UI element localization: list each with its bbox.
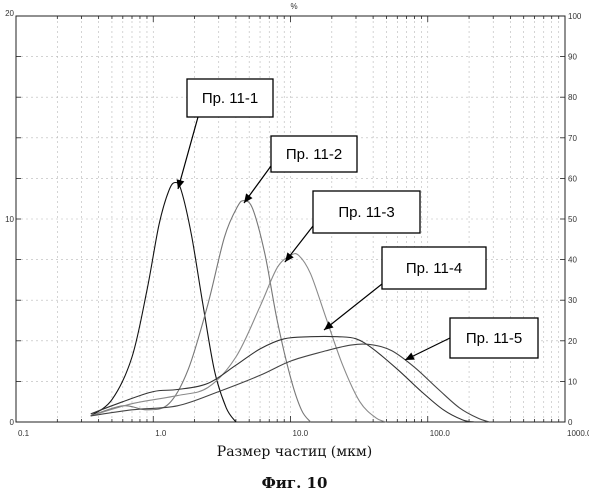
curves [91,182,489,422]
series-line-2 [91,201,311,422]
series-line-1 [91,182,236,422]
legend-label-4: Пр. 11-4 [406,260,462,277]
right-tick-label: 70 [568,134,577,143]
x-tick-label: 100.0 [430,429,451,438]
ticks: 0.1 1.0 10.0 100.0 1000.0 0 10 20 0 10 20 30 40 50 60 7… [5,2,589,438]
right-tick-label: 30 [568,296,577,305]
figure-caption: Фиг. 10 [0,474,589,492]
x-axis-label: Размер частиц (мкм) [0,444,589,460]
right-tick-label: 0 [568,418,573,427]
series-line-5 [91,344,489,422]
left-tick-label: 0 [10,418,15,427]
right-tick-label: 50 [568,215,577,224]
x-tick-label: 0.1 [18,429,30,438]
x-tick-label: 1.0 [155,429,167,438]
left-tick-label: 10 [5,215,14,224]
right-tick-label: 40 [568,256,577,265]
x-tick-label: 10.0 [293,429,309,438]
x-tick-label: 1000.0 [567,429,589,438]
legend-label-1: Пр. 11-1 [202,90,258,107]
series-line-4 [91,336,475,422]
right-tick-label: 10 [568,377,577,386]
right-tick-label: 60 [568,174,577,183]
legend-label-5: Пр. 11-5 [466,330,522,347]
right-tick-label: 20 [568,337,577,346]
right-tick-label: 100 [568,12,582,21]
left-tick-label: 20 [5,9,14,18]
right-tick-label: 90 [568,53,577,62]
right-axis-unit: % [290,2,297,11]
legend-label-2: Пр. 11-2 [286,146,342,163]
legend-label-3: Пр. 11-3 [338,204,394,221]
right-tick-label: 80 [568,93,577,102]
callout-arrowhead [285,252,294,262]
